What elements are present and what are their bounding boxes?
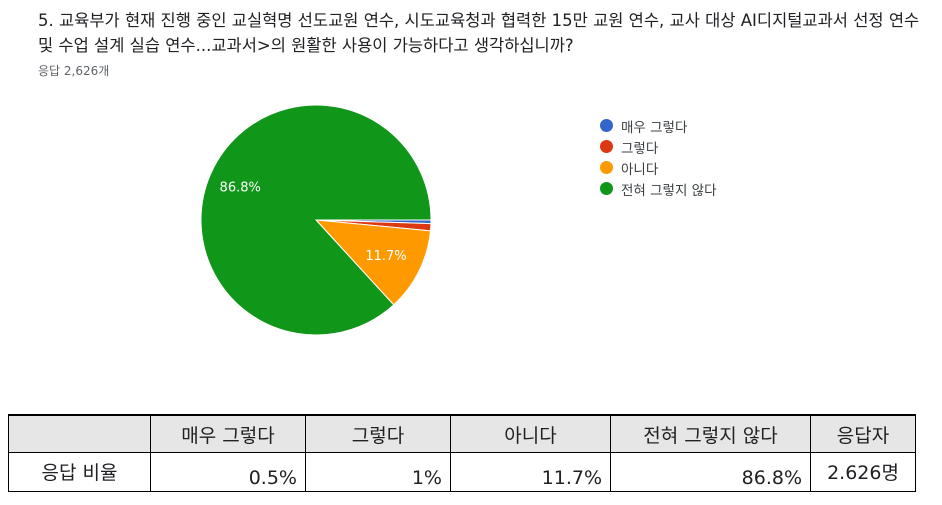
header-cell: 그렇다 <box>305 414 451 453</box>
pie-data-label: 86.8% <box>220 181 261 196</box>
legend-swatch <box>600 140 613 153</box>
pie-data-label: 11.7% <box>365 249 406 264</box>
legend-item-agree: 그렇다 <box>600 136 717 157</box>
table-cell: 2.626명 <box>810 452 916 492</box>
table-row: 응답 비율 0.5% 1% 11.7% 86.8% 2.626명 <box>8 452 916 492</box>
table-cell: 1% <box>305 452 451 492</box>
pie-slice <box>200 104 432 336</box>
table-cell: 86.8% <box>610 452 811 492</box>
row-label: 응답 비율 <box>8 452 151 492</box>
question-title: 5. 교육부가 현재 진행 중인 교실혁명 선도교원 연수, 시도교육청과 협력… <box>38 11 920 55</box>
table-cell: 11.7% <box>450 452 611 492</box>
legend-item-disagree: 아니다 <box>600 157 717 178</box>
legend-swatch <box>600 119 613 132</box>
table-cell: 0.5% <box>150 452 306 492</box>
legend-swatch <box>600 182 613 195</box>
header-cell: 매우 그렇다 <box>150 414 306 453</box>
legend-swatch <box>600 161 613 174</box>
pie-chart: 11.7% 86.8% <box>200 104 432 336</box>
header-cell: 응답자 <box>810 414 916 453</box>
legend-item-strongly-disagree: 전혀 그렇지 않다 <box>600 178 717 199</box>
header-cell: 전혀 그렇지 않다 <box>610 414 811 453</box>
summary-table: 매우 그렇다 그렇다 아니다 전혀 그렇지 않다 응답자 응답 비율 0.5% … <box>8 414 916 492</box>
legend-label: 전혀 그렇지 않다 <box>621 182 717 199</box>
table-header-row: 매우 그렇다 그렇다 아니다 전혀 그렇지 않다 응답자 <box>8 414 916 453</box>
legend-item-very-agree: 매우 그렇다 <box>600 115 717 136</box>
chart-legend: 매우 그렇다 그렇다 아니다 전혀 그렇지 않다 <box>600 115 717 199</box>
legend-label: 그렇다 <box>621 140 659 157</box>
response-count: 응답 2,626개 <box>38 64 110 78</box>
pie-slice <box>314 219 432 306</box>
legend-label: 매우 그렇다 <box>621 119 688 136</box>
header-cell-empty <box>8 414 151 453</box>
legend-label: 아니다 <box>621 161 659 178</box>
header-cell: 아니다 <box>450 414 611 453</box>
